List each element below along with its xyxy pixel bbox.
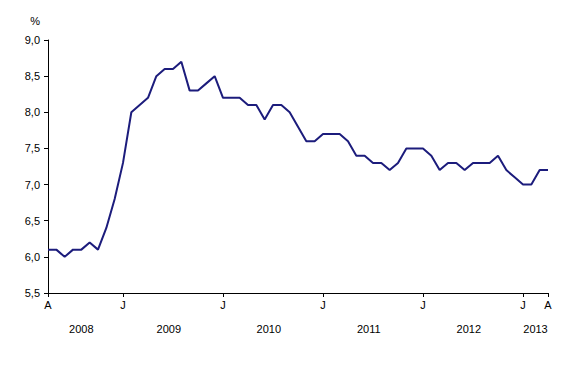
svg-text:2009: 2009 [157, 323, 181, 335]
svg-text:2011: 2011 [357, 323, 381, 335]
svg-text:J: J [320, 299, 326, 311]
svg-text:9,0: 9,0 [25, 34, 40, 46]
svg-text:A: A [544, 299, 552, 311]
svg-text:6,5: 6,5 [25, 215, 40, 227]
svg-text:J: J [220, 299, 226, 311]
svg-text:J: J [120, 299, 126, 311]
svg-text:8,0: 8,0 [25, 106, 40, 118]
svg-text:%: % [30, 15, 40, 27]
svg-text:2013: 2013 [523, 323, 547, 335]
svg-text:J: J [420, 299, 426, 311]
svg-text:7,5: 7,5 [25, 142, 40, 154]
svg-text:2012: 2012 [457, 323, 481, 335]
svg-text:A: A [44, 299, 52, 311]
svg-text:2010: 2010 [257, 323, 281, 335]
svg-text:J: J [520, 299, 526, 311]
svg-text:2008: 2008 [69, 323, 93, 335]
svg-text:7,0: 7,0 [25, 179, 40, 191]
svg-text:6,0: 6,0 [25, 251, 40, 263]
svg-text:5,5: 5,5 [25, 287, 40, 299]
svg-text:8,5: 8,5 [25, 70, 40, 82]
